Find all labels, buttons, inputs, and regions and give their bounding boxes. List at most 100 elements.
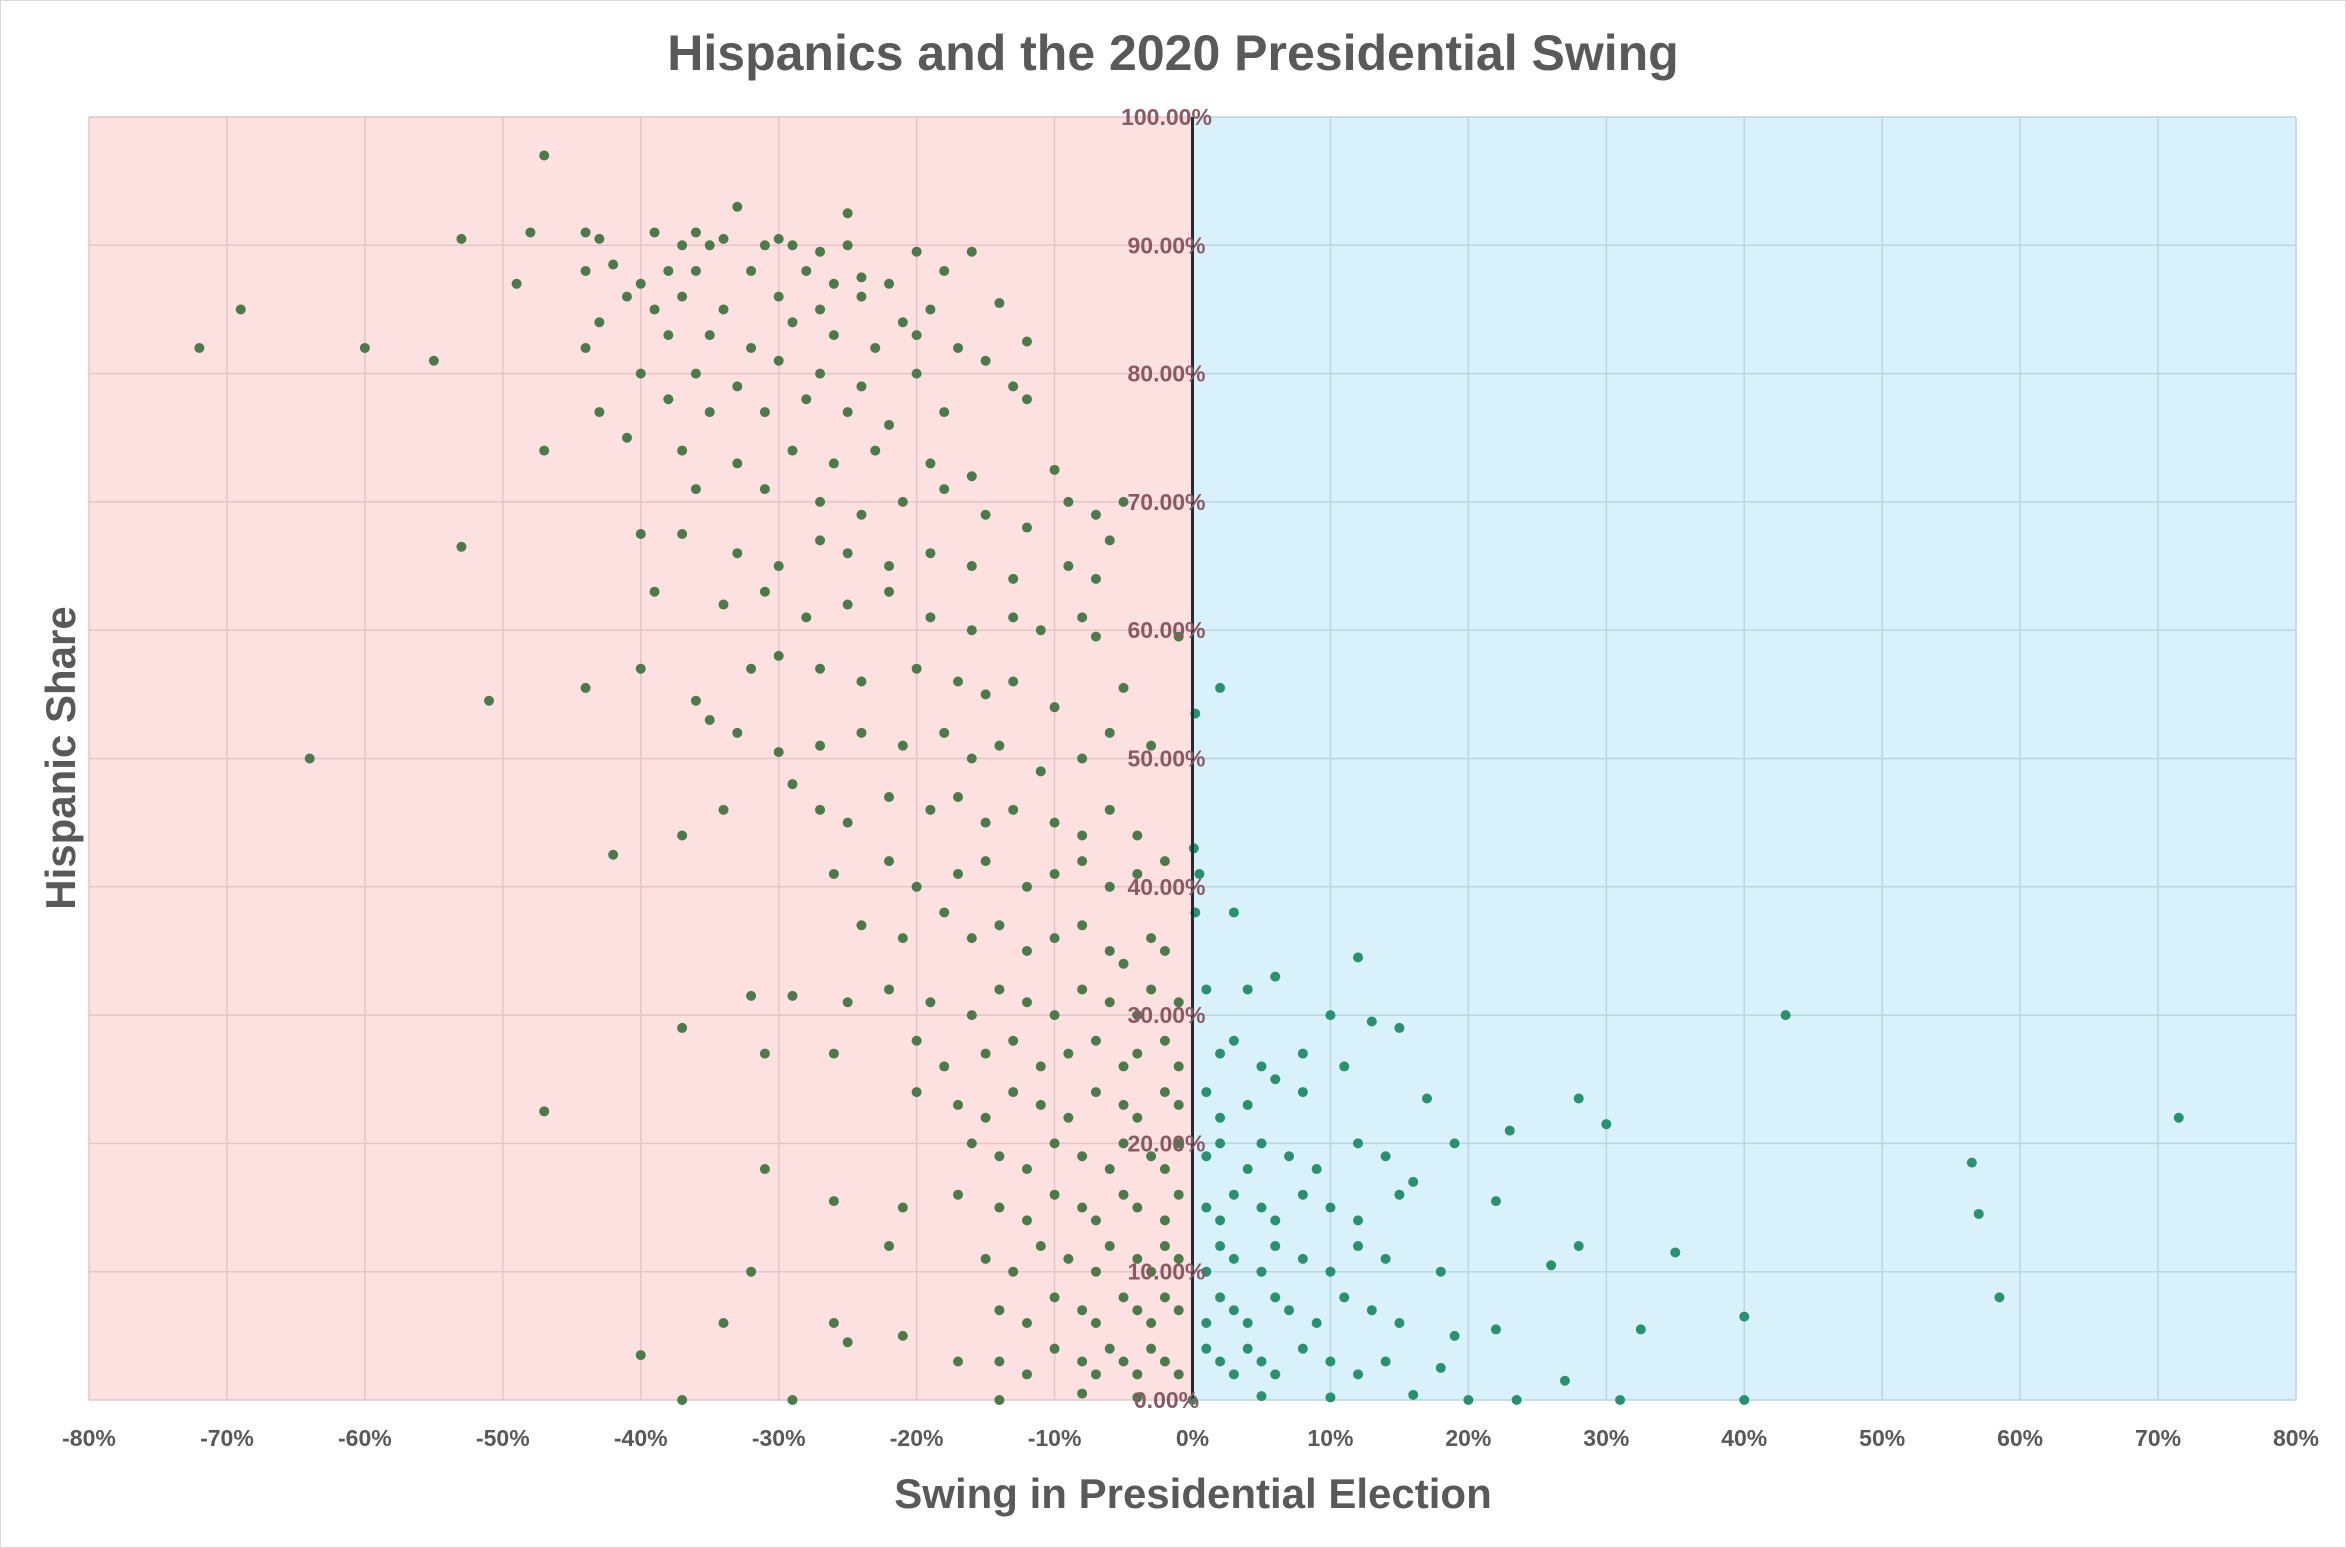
data-point [994, 1305, 1005, 1316]
data-point [980, 509, 991, 520]
data-point [994, 920, 1005, 931]
data-point [1077, 1305, 1088, 1316]
data-point [1394, 1318, 1405, 1329]
data-point [1159, 1356, 1170, 1367]
data-point [966, 933, 977, 944]
data-point [677, 1022, 688, 1033]
data-point [1228, 1189, 1239, 1200]
data-point [842, 548, 853, 559]
data-point [539, 445, 550, 456]
data-point [1325, 1392, 1336, 1403]
data-point [759, 586, 770, 597]
y-tick-label: 100.00% [1121, 104, 1212, 130]
data-point [235, 304, 246, 315]
data-point [1256, 1138, 1267, 1149]
data-point [635, 368, 646, 379]
data-point [994, 1395, 1005, 1405]
data-point [1146, 1343, 1157, 1354]
data-point [718, 304, 729, 315]
data-point [635, 663, 646, 674]
data-point [1104, 881, 1115, 892]
data-point [773, 561, 784, 572]
data-point [1035, 1061, 1046, 1072]
data-point [815, 368, 826, 379]
data-point [732, 458, 743, 469]
data-point [1380, 1151, 1391, 1162]
y-tick-label: 30.00% [1127, 1002, 1205, 1028]
data-point [635, 528, 646, 539]
data-point [1504, 1125, 1515, 1136]
data-point [1270, 1074, 1281, 1085]
data-point [690, 227, 701, 238]
data-point [1601, 1119, 1612, 1130]
data-point [1008, 676, 1019, 687]
x-axis-title: Swing in Presidential Election [894, 1470, 1491, 1517]
data-point [787, 445, 798, 456]
data-point [1090, 1318, 1101, 1329]
data-point [1353, 1215, 1364, 1226]
data-point [759, 1164, 770, 1175]
data-point [1118, 1061, 1129, 1072]
data-point [925, 997, 936, 1008]
data-point [690, 695, 701, 706]
data-point [1173, 1099, 1184, 1110]
data-point [1325, 1356, 1336, 1367]
y-tick-label: 80.00% [1127, 361, 1205, 387]
data-point [704, 407, 715, 418]
data-point [911, 368, 922, 379]
data-point [1215, 1048, 1226, 1059]
data-point [1090, 1087, 1101, 1098]
data-point [994, 298, 1005, 309]
data-point [1511, 1395, 1522, 1405]
data-point [953, 1099, 964, 1110]
data-point [1118, 1189, 1129, 1200]
data-point [842, 407, 853, 418]
data-point [828, 1048, 839, 1059]
data-point [1463, 1395, 1474, 1405]
data-point [1021, 1318, 1032, 1329]
data-point [718, 1318, 729, 1329]
x-tick-label: 20% [1445, 1425, 1491, 1451]
data-point [1049, 464, 1060, 475]
data-point [1311, 1318, 1322, 1329]
data-point [1146, 1266, 1157, 1277]
data-point [1008, 1087, 1019, 1098]
data-point [1159, 1087, 1170, 1098]
data-point [1008, 573, 1019, 584]
y-tick-label: 0.00% [1134, 1387, 1199, 1413]
data-point [1270, 971, 1281, 982]
data-point [580, 265, 591, 276]
x-tick-label: -60% [338, 1425, 392, 1451]
data-point [759, 407, 770, 418]
data-point [1077, 984, 1088, 995]
y-tick-label: 20.00% [1127, 1130, 1205, 1156]
data-point [828, 1196, 839, 1207]
data-point [1090, 1215, 1101, 1226]
data-point [801, 265, 812, 276]
data-point [759, 1048, 770, 1059]
data-point [966, 561, 977, 572]
data-point [1021, 945, 1032, 956]
data-point [621, 432, 632, 443]
data-point [1132, 868, 1143, 879]
data-point [828, 278, 839, 289]
data-point [690, 484, 701, 495]
data-point [746, 1266, 757, 1277]
y-tick-label: 70.00% [1127, 489, 1205, 515]
data-point [1780, 1010, 1791, 1021]
data-point [456, 233, 467, 244]
data-point [884, 1241, 895, 1252]
data-point [1215, 1215, 1226, 1226]
data-point [1201, 1151, 1212, 1162]
data-point [1159, 1215, 1170, 1226]
data-point [911, 881, 922, 892]
data-point [580, 342, 591, 353]
data-point [1173, 1253, 1184, 1264]
data-point [1077, 753, 1088, 764]
data-point [1615, 1395, 1626, 1405]
data-point [911, 330, 922, 341]
data-point [1215, 1138, 1226, 1149]
data-point [1573, 1093, 1584, 1104]
data-point [1490, 1196, 1501, 1207]
data-point [911, 246, 922, 257]
